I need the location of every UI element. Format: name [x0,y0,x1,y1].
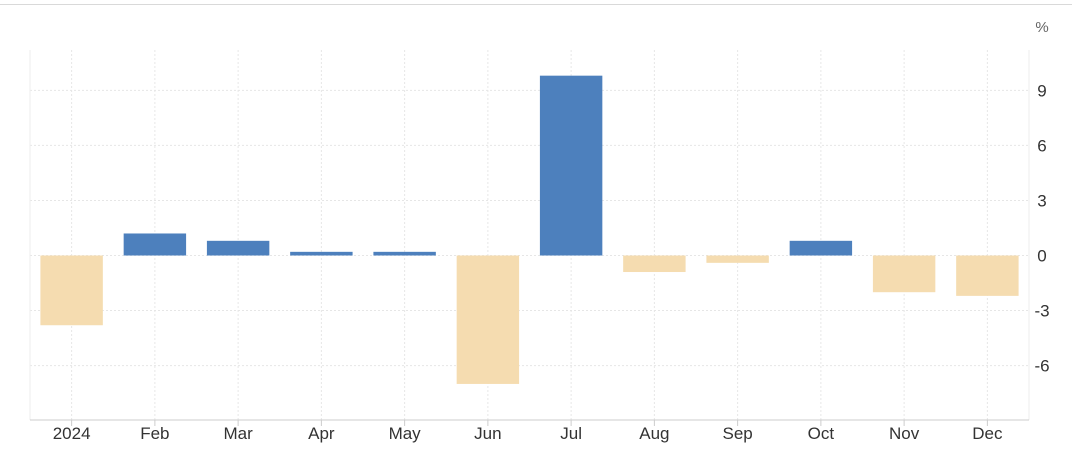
x-tick-label: Aug [639,424,669,443]
y-tick-label: 3 [1037,191,1046,210]
bar-jun[interactable] [456,255,520,384]
x-tick-label: Jul [560,424,582,443]
y-tick-label: -3 [1034,302,1049,321]
bar-aug[interactable] [623,255,686,273]
x-tick-label: Jun [474,424,501,443]
x-tick-label: 2024 [53,424,91,443]
bar-sep[interactable] [706,255,769,263]
bar-jul[interactable] [539,75,603,256]
bar-mar[interactable] [206,240,270,256]
bar-dec[interactable] [956,255,1019,296]
top-border [0,4,1072,5]
x-tick-label: Apr [308,424,335,443]
y-axis-unit-label: % [1035,19,1048,36]
x-tick-label: May [389,424,422,443]
x-tick-label: Nov [889,424,920,443]
x-tick-label: Mar [223,424,253,443]
bars [40,75,1019,384]
grid [30,50,1029,420]
y-tick-label: -6 [1034,357,1049,376]
x-tick-label: Oct [808,424,835,443]
y-tick-label: 9 [1037,81,1046,100]
y-tick-label: 0 [1037,247,1046,266]
axes: 9 6 3 0 -3 -6 2024 Feb Mar Apr May Jun Jul Aug Sep Oct N… [29,50,1050,443]
bar-feb[interactable] [123,233,187,256]
bar-may[interactable] [373,251,436,256]
bar-2024[interactable] [40,255,103,326]
bar-oct[interactable] [789,240,853,256]
bar-apr[interactable] [290,251,353,256]
bar-nov[interactable] [872,255,936,293]
x-tick-label: Feb [140,424,169,443]
x-tick-label: Sep [723,424,753,443]
y-tick-label: 6 [1037,136,1046,155]
x-tick-label: Dec [972,424,1003,443]
